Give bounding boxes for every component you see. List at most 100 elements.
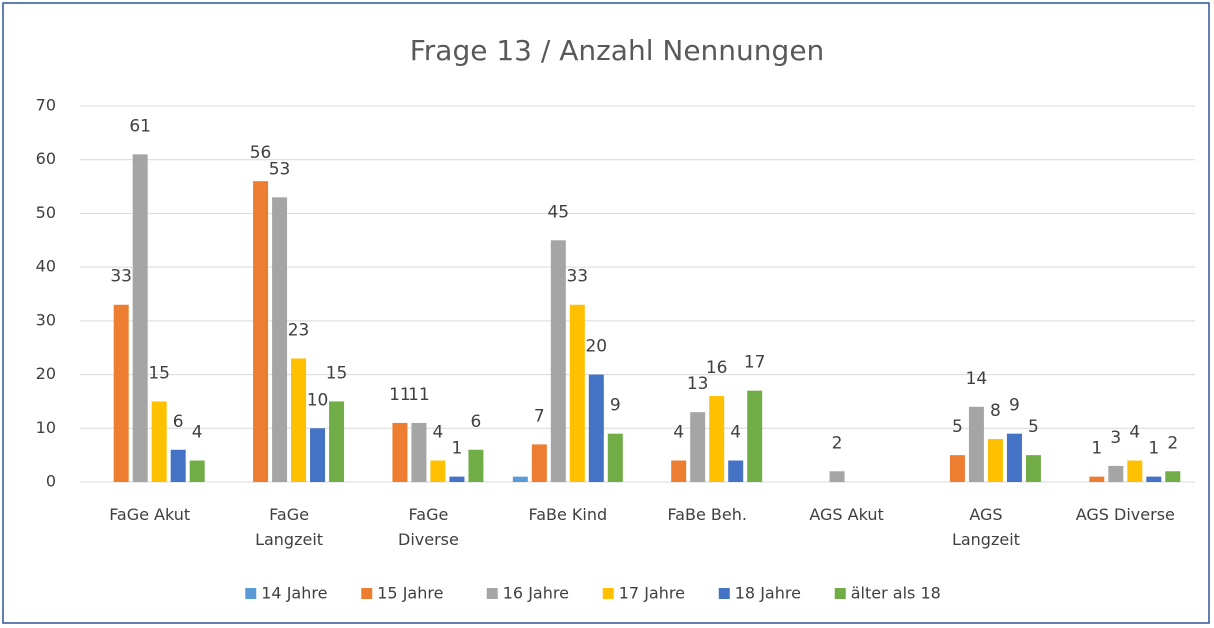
data-label: 33: [110, 267, 132, 287]
data-label: 2: [1167, 433, 1178, 453]
bar: [671, 460, 687, 482]
bar: [550, 240, 566, 482]
x-tick-label: FaBe Beh.: [667, 505, 747, 524]
bar: [392, 422, 408, 482]
y-tick-label: 50: [36, 203, 56, 222]
bar: [569, 304, 585, 482]
bar: [291, 358, 307, 482]
x-tick-label: AGS Akut: [809, 505, 883, 524]
data-label: 11: [408, 385, 430, 405]
data-label: 15: [326, 363, 348, 383]
bar: [411, 422, 427, 482]
legend-swatch: [361, 588, 373, 599]
x-tick-label: FaGe Langzeit: [255, 505, 323, 549]
legend-swatch: [245, 588, 257, 599]
bar: [272, 197, 288, 483]
data-label: 2: [832, 433, 843, 453]
bar: [1127, 460, 1143, 482]
data-label: 13: [687, 374, 709, 394]
data-label: 4: [730, 423, 741, 443]
data-label: 9: [1009, 396, 1020, 416]
legend-swatch: [486, 588, 498, 599]
bar: [968, 406, 984, 482]
data-label: 14: [966, 369, 988, 389]
legend-swatch: [602, 588, 614, 599]
data-label: 5: [952, 417, 963, 437]
bar: [1108, 465, 1124, 482]
data-label: 20: [585, 337, 607, 357]
legend-label: 15 Jahre: [377, 584, 443, 603]
bar: [113, 304, 129, 482]
data-label: 9: [610, 396, 621, 416]
bar: [607, 433, 623, 482]
y-tick-label: 20: [36, 364, 56, 383]
data-label: 16: [706, 358, 728, 378]
data-label: 4: [192, 423, 203, 443]
chart-title: Frage 13 / Anzahl Nennungen: [410, 34, 825, 67]
bar: [449, 476, 465, 482]
x-tick-label: AGS Langzeit: [952, 505, 1020, 549]
bar: [949, 455, 965, 482]
legend-label: 17 Jahre: [619, 584, 685, 603]
bar: [709, 396, 725, 482]
y-tick-label: 30: [36, 310, 56, 329]
bar: [747, 390, 763, 482]
data-label: 5: [1028, 417, 1039, 437]
data-label: 23: [288, 320, 310, 340]
bar: [531, 444, 547, 482]
data-label: 4: [1129, 423, 1140, 443]
bar: [132, 154, 148, 483]
data-label: 6: [173, 412, 184, 432]
data-label: 53: [269, 159, 291, 179]
data-label: 45: [547, 202, 569, 222]
y-tick-label: 0: [46, 472, 56, 491]
bar: [253, 181, 269, 482]
data-label: 7: [534, 406, 545, 426]
bar: [329, 401, 345, 482]
bar: [1165, 471, 1181, 482]
data-label: 56: [250, 143, 272, 163]
x-tick-label: FaGe Diverse: [398, 505, 459, 549]
y-tick-label: 40: [36, 257, 56, 276]
legend-label: 16 Jahre: [503, 584, 569, 603]
bar: [1146, 476, 1162, 482]
data-label: 4: [673, 423, 684, 443]
bar: [1006, 433, 1022, 482]
bar: [987, 439, 1003, 482]
bar: [728, 460, 744, 482]
bar: [690, 412, 706, 482]
bar: [588, 374, 604, 482]
data-label: 1: [452, 439, 463, 459]
data-label: 6: [471, 412, 482, 432]
bar: [430, 460, 446, 482]
legend-label: älter als 18: [851, 584, 941, 603]
data-label: 11: [389, 385, 411, 405]
data-label: 10: [307, 390, 329, 410]
data-label: 3: [1110, 428, 1121, 448]
x-tick-label: AGS Diverse: [1076, 505, 1175, 524]
data-label: 1: [1148, 439, 1159, 459]
data-label: 1: [1091, 439, 1102, 459]
y-tick-label: 70: [36, 96, 56, 115]
bar: [1025, 455, 1041, 482]
x-tick-label: FaGe Akut: [109, 505, 190, 524]
bar: [170, 449, 186, 482]
data-label: 61: [129, 116, 151, 136]
legend-label: 18 Jahre: [735, 584, 801, 603]
legend-label: 14 Jahre: [261, 584, 327, 603]
bar: [512, 476, 528, 482]
bar: [151, 401, 167, 482]
bar: [468, 449, 484, 482]
y-tick-label: 60: [36, 149, 56, 168]
bar: [829, 471, 845, 482]
legend-swatch: [834, 588, 846, 599]
bar: [1089, 476, 1105, 482]
legend-swatch: [718, 588, 730, 599]
bar: [310, 428, 326, 482]
data-label: 17: [744, 353, 766, 373]
data-label: 33: [566, 267, 588, 287]
bar: [189, 460, 205, 482]
y-tick-label: 10: [36, 418, 56, 437]
